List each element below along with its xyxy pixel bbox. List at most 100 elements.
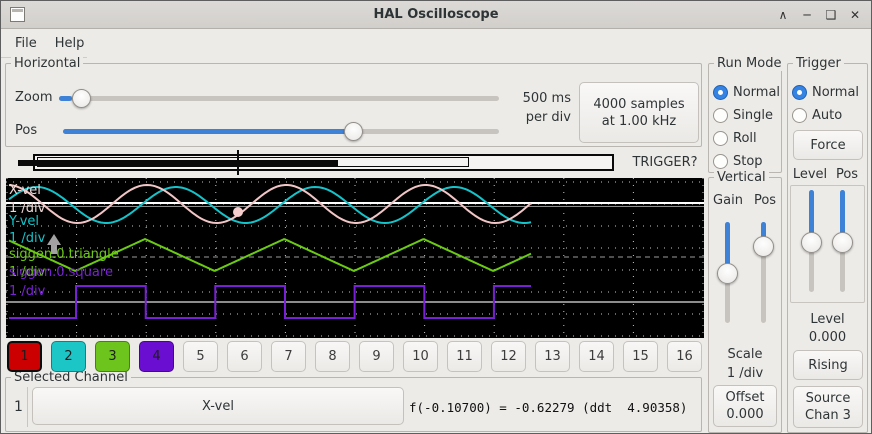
channel-button-2[interactable]: 2 — [51, 341, 86, 372]
gain-slider-fill — [724, 222, 730, 274]
gain-slider[interactable] — [716, 222, 738, 323]
tlevel-slider-fill — [808, 190, 814, 244]
run-mode-stop-radio[interactable] — [713, 154, 728, 169]
run-mode-normal[interactable]: Normal — [713, 85, 780, 100]
vpos-slider-handle[interactable] — [752, 236, 774, 258]
trigger-level-readout-label: Level — [810, 312, 845, 327]
samples-rate-button[interactable]: 4000 samples at 1.00 kHz — [579, 82, 699, 143]
channel-button-9[interactable]: 9 — [359, 341, 394, 372]
channel-button-8[interactable]: 8 — [315, 341, 350, 372]
run-mode-single-radio[interactable] — [713, 108, 728, 123]
trigger-edge-button[interactable]: Rising — [793, 350, 863, 380]
trigger-mode-auto-radio[interactable] — [792, 108, 807, 123]
channel-button-3[interactable]: 3 — [95, 341, 130, 372]
screen-channel-label: Y-vel — [8, 214, 39, 229]
window-controls: ∧ ─ ❑ ✕ — [777, 1, 861, 29]
trigger-pos-slider[interactable] — [831, 190, 853, 292]
channel-button-1[interactable]: 1 — [7, 341, 42, 372]
vertical-pos-slider-label: Pos — [753, 193, 777, 208]
trigger-frame-label: Trigger — [793, 56, 844, 71]
vpos-slider-fill — [760, 222, 766, 241]
channel-button-14[interactable]: 14 — [579, 341, 614, 372]
force-button[interactable]: Force — [793, 130, 863, 160]
timebase-rate-line1: 500 ms — [522, 91, 571, 106]
trigger-mode-auto[interactable]: Auto — [792, 108, 842, 123]
run-mode-stop-label: Stop — [733, 154, 763, 169]
minimize-icon[interactable]: ─ — [803, 8, 811, 22]
channel-button-13[interactable]: 13 — [535, 341, 570, 372]
vertical-frame-label: Vertical — [714, 170, 769, 185]
trigger-mode-auto-label: Auto — [812, 108, 843, 123]
zoom-slider-label: Zoom — [15, 90, 53, 105]
waveform-trace — [9, 285, 531, 319]
channel-button-11[interactable]: 11 — [447, 341, 482, 372]
trigger-question-label: TRIGGER? — [632, 155, 698, 170]
run-mode-roll-radio[interactable] — [713, 131, 728, 146]
channel-button-12[interactable]: 12 — [491, 341, 526, 372]
screen-channel-label: 1 /div — [9, 231, 46, 246]
run-mode-stop[interactable]: Stop — [713, 154, 763, 169]
screen-channel-label: siggen.0.triangle — [9, 247, 119, 262]
channel-button-10[interactable]: 10 — [403, 341, 438, 372]
close-icon[interactable]: ✕ — [849, 8, 861, 22]
run-mode-single[interactable]: Single — [713, 108, 773, 123]
channel-name-button[interactable]: X-vel — [32, 387, 404, 425]
timebase-rate-line2: per div — [525, 110, 571, 125]
run-mode-roll[interactable]: Roll — [713, 131, 757, 146]
pos-slider-fill — [63, 129, 358, 134]
scale-label: Scale — [727, 347, 763, 362]
zoom-slider-track[interactable] — [59, 96, 499, 101]
offset-button-line2: 0.000 — [726, 407, 764, 422]
channel-button-16[interactable]: 16 — [667, 341, 702, 372]
waveform-trace — [8, 186, 532, 224]
offset-button[interactable]: Offset 0.000 — [713, 385, 777, 427]
run-mode-single-label: Single — [733, 108, 773, 123]
tlevel-slider-handle[interactable] — [800, 232, 822, 254]
gain-slider-label: Gain — [713, 193, 743, 208]
maximize-icon[interactable]: ❑ — [825, 8, 837, 22]
channel-button-6[interactable]: 6 — [227, 341, 262, 372]
scale-value: 1 /div — [726, 366, 764, 381]
channel-name-label: X-vel — [202, 398, 234, 414]
screen-channel-label: 1 /div — [9, 201, 46, 216]
trigger-mode-normal-radio[interactable] — [792, 85, 807, 100]
force-button-label: Force — [810, 137, 846, 153]
trigger-position-marker[interactable] — [237, 150, 239, 175]
title-bar: HAL Oscilloscope ∧ ─ ❑ ✕ — [1, 1, 871, 29]
zoom-slider[interactable] — [59, 88, 499, 108]
vertical-pos-slider[interactable] — [752, 222, 774, 323]
trigger-slider-box — [790, 185, 865, 303]
menu-item-file[interactable]: File — [15, 36, 37, 51]
waveform-trace — [8, 184, 532, 224]
vpos-slider-track[interactable] — [760, 222, 766, 323]
menu-item-help[interactable]: Help — [54, 36, 85, 51]
shade-icon[interactable]: ∧ — [778, 8, 788, 22]
pos-slider-label: Pos — [15, 123, 38, 138]
channel-button-5[interactable]: 5 — [183, 341, 218, 372]
pos-slider-handle[interactable] — [344, 122, 364, 141]
trigger-mode-normal[interactable]: Normal — [792, 85, 859, 100]
zoom-slider-handle[interactable] — [71, 89, 91, 108]
horizontal-pos-slider[interactable] — [63, 121, 499, 141]
run-mode-frame-label: Run Mode — [714, 56, 785, 71]
probe-marker-dot[interactable] — [233, 207, 243, 217]
trigger-source-button[interactable]: Source Chan 3 — [793, 386, 863, 428]
tpos-slider-handle[interactable] — [831, 232, 853, 254]
screen-channel-label: siggen.0.square — [9, 265, 113, 280]
selected-channel-frame-label: Selected Channel — [11, 370, 131, 385]
trigger-level-slider[interactable] — [800, 190, 822, 292]
run-mode-normal-radio[interactable] — [713, 85, 728, 100]
channel-button-7[interactable]: 7 — [271, 341, 306, 372]
tpos-slider-fill — [839, 190, 845, 244]
gain-slider-handle[interactable] — [716, 262, 738, 284]
channel-button-15[interactable]: 15 — [623, 341, 658, 372]
run-mode-normal-label: Normal — [733, 85, 781, 100]
screen-channel-label: 1 /div — [9, 284, 46, 299]
channel-button-4[interactable]: 4 — [139, 341, 174, 372]
waveform-trace — [8, 238, 532, 272]
selected-channel-number: 1 — [14, 399, 23, 415]
selected-channel-separator — [27, 387, 28, 427]
trigger-mode-normal-label: Normal — [812, 85, 860, 100]
probe-readout: f(-0.10700) = -0.62279 (ddt 4.90358) — [409, 400, 688, 415]
